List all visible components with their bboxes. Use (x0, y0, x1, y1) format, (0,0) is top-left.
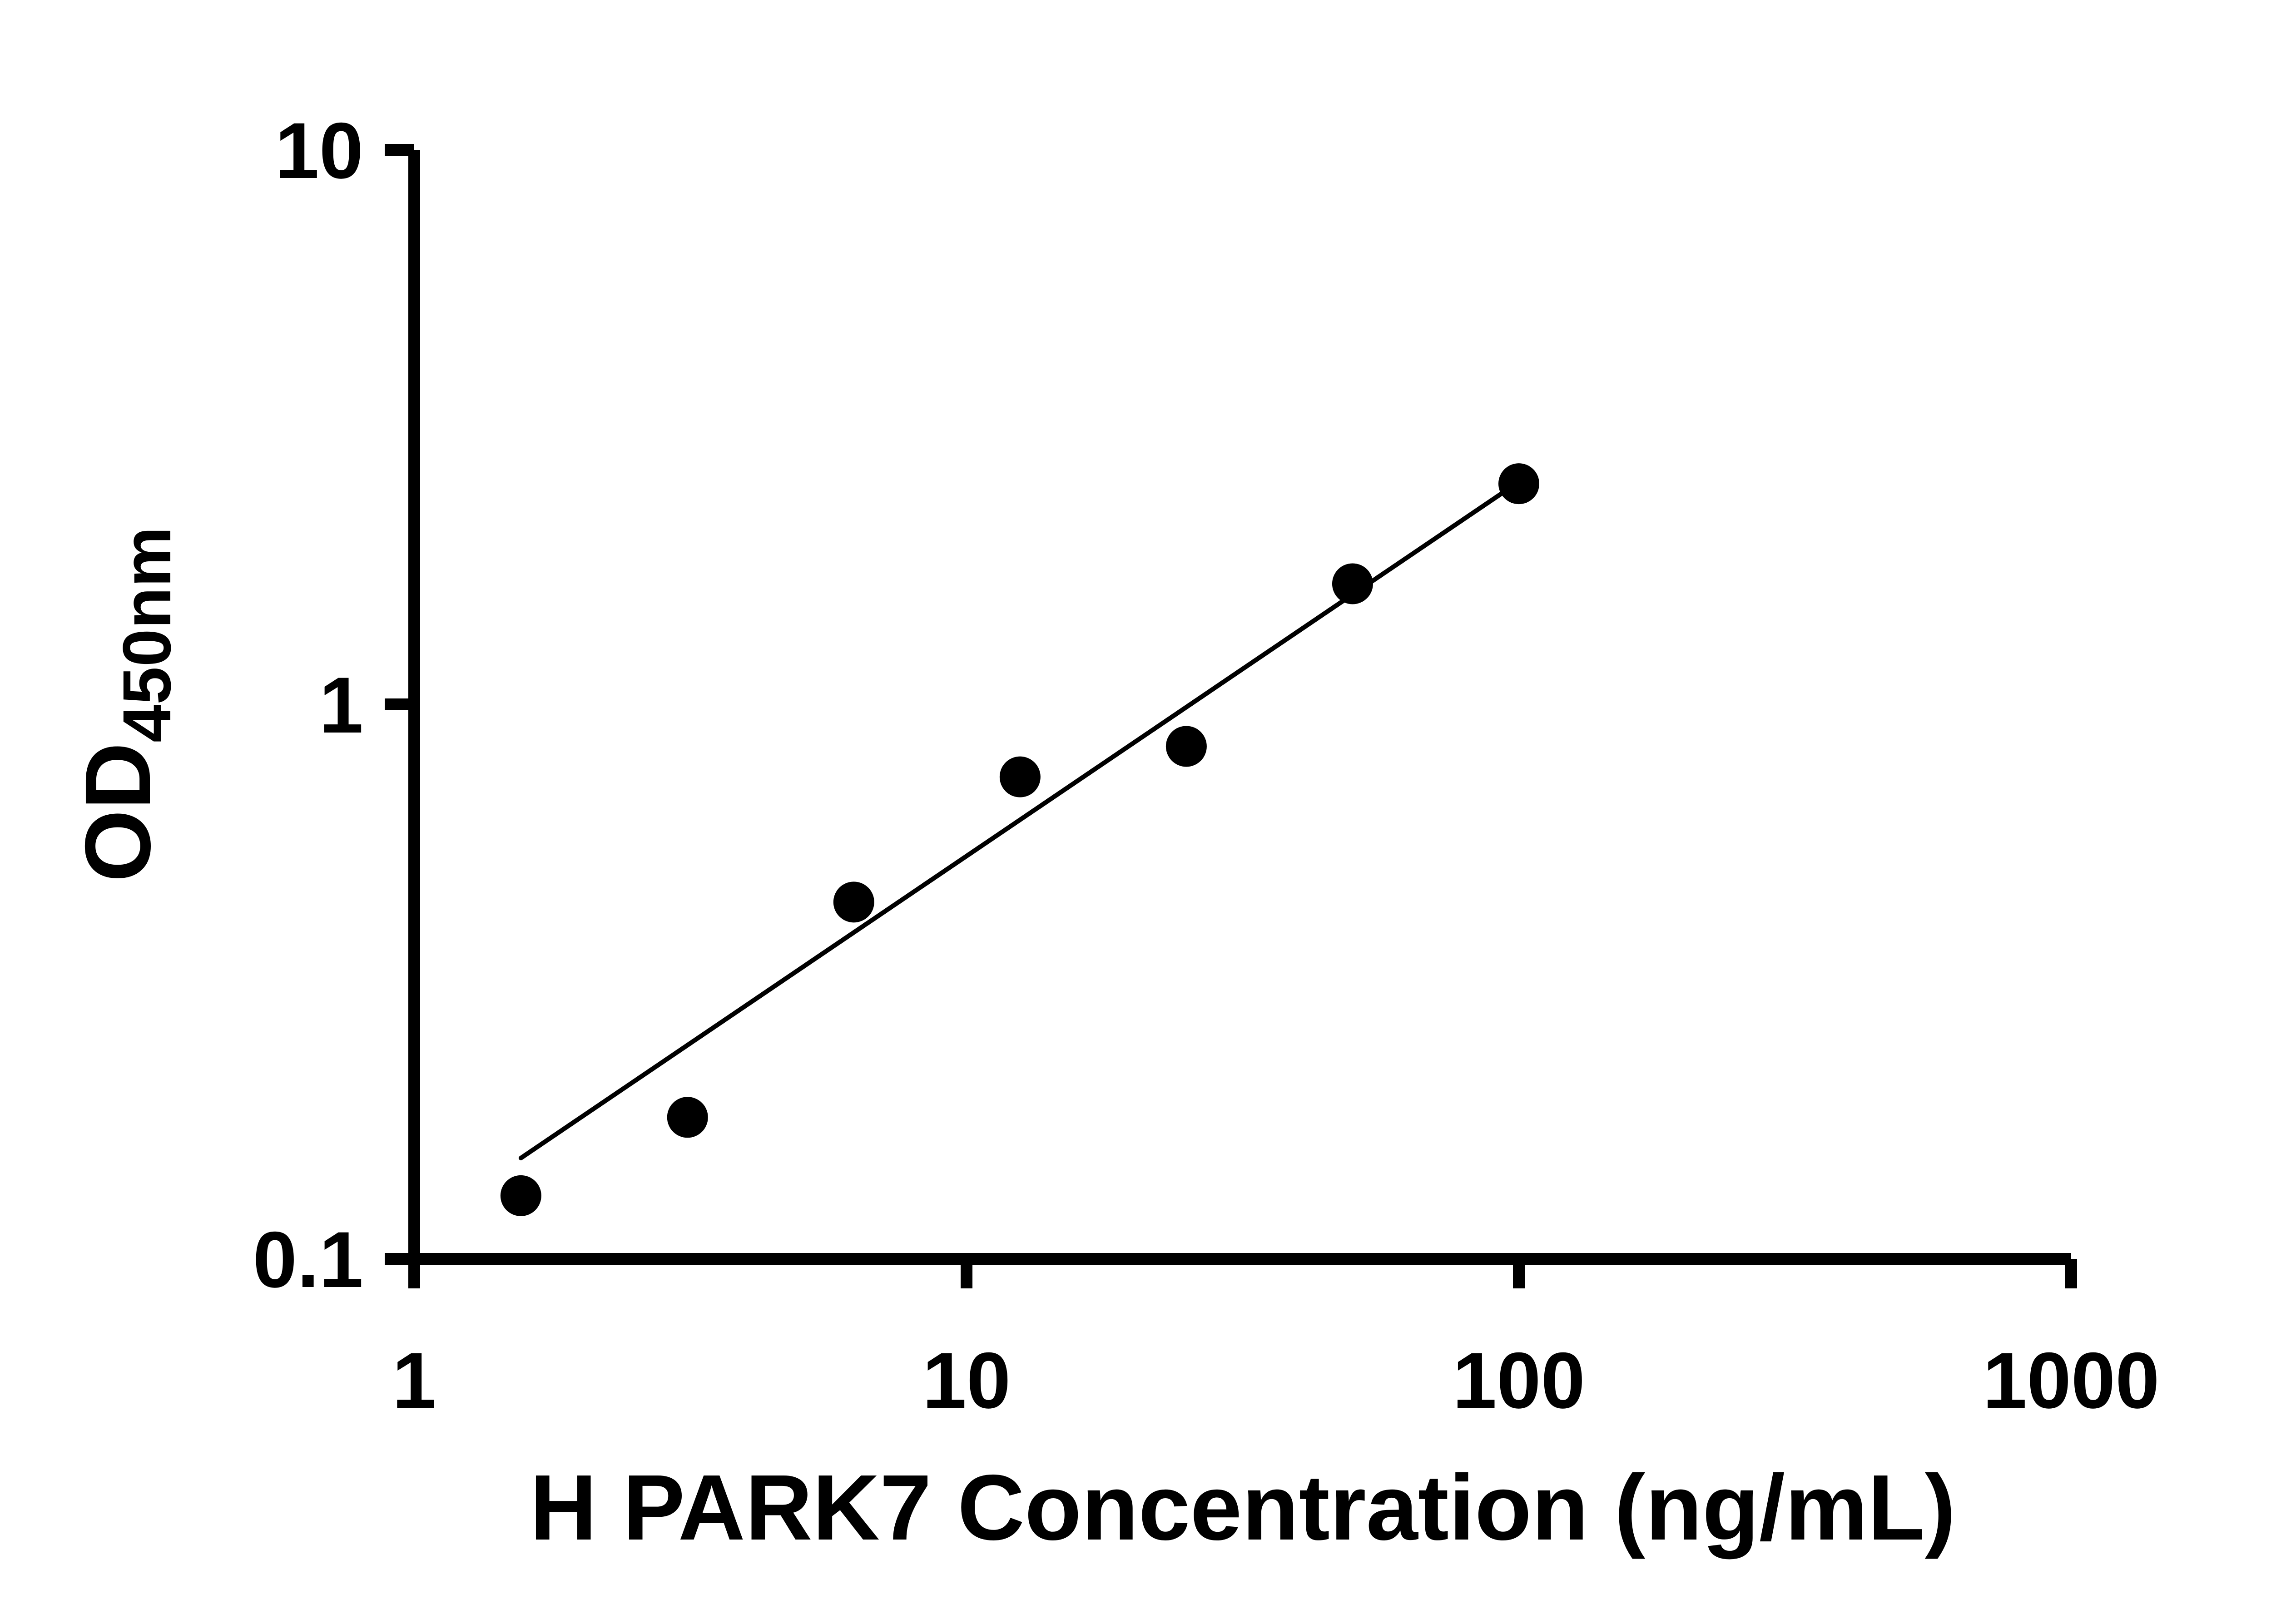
data-point (500, 1175, 541, 1216)
data-point (1498, 463, 1539, 505)
data-point (1332, 563, 1373, 604)
y-axis-title: OD450nm (66, 527, 185, 882)
data-point (833, 881, 874, 923)
axes-line (408, 150, 2071, 1265)
x-tick-label: 100 (1453, 1337, 1585, 1425)
x-tick-label: 1 (392, 1337, 436, 1425)
plot-area: 1 10 100 1000 0.1 1 10 (253, 107, 2160, 1425)
x-tick-label: 1000 (1983, 1337, 2159, 1425)
x-tick-label: 10 (922, 1337, 1011, 1425)
y-tick-label: 1 (319, 661, 363, 750)
y-tick-label: 10 (275, 107, 363, 195)
data-point (667, 1097, 708, 1138)
y-axis-title-sub: 450nm (109, 527, 185, 743)
data-point (1165, 726, 1207, 767)
y-axis-title-main: OD (66, 743, 170, 882)
x-axis-title: H PARK7 Concentration (ng/mL) (530, 1456, 1955, 1560)
y-tick-label: 0.1 (253, 1216, 363, 1304)
data-point (999, 756, 1041, 797)
